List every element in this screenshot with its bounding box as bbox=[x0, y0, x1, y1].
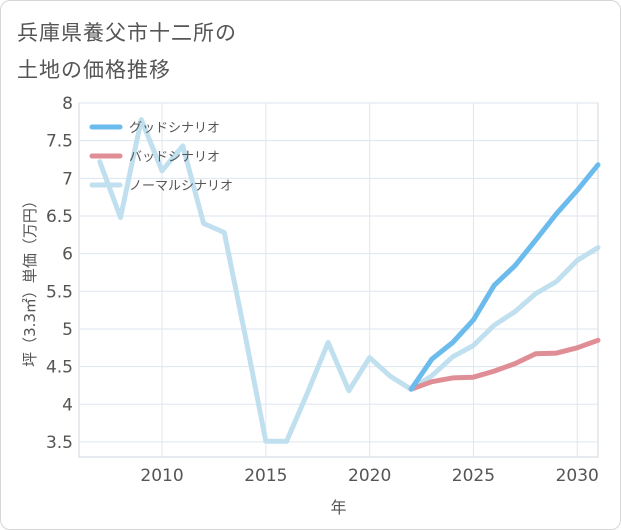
y-tick-label: 4.5 bbox=[46, 358, 73, 378]
y-tick-label: 5.5 bbox=[46, 282, 73, 302]
y-tick-label: 4 bbox=[62, 395, 73, 415]
x-tick-label: 2020 bbox=[348, 466, 391, 486]
plot-area bbox=[78, 102, 599, 458]
y-tick-label: 7.5 bbox=[46, 132, 73, 152]
legend-label-0: グッドシナリオ bbox=[129, 121, 220, 136]
series-line-1 bbox=[408, 337, 601, 392]
x-tick-label: 2015 bbox=[244, 466, 287, 486]
chart-title-line-1: 兵庫県養父市十二所の bbox=[17, 21, 237, 45]
y-axis-label: 坪（3.3㎡）単価（万円） bbox=[21, 193, 39, 367]
x-tick-label: 2030 bbox=[556, 466, 599, 486]
y-tick-label: 3.5 bbox=[46, 433, 73, 453]
series-line-0 bbox=[408, 162, 601, 392]
chart-title-line-2: 土地の価格推移 bbox=[17, 58, 171, 82]
legend-label-2: ノーマルシナリオ bbox=[129, 179, 233, 194]
y-tick-label: 6 bbox=[62, 245, 73, 265]
series-line-2 bbox=[97, 117, 601, 444]
y-tick-label: 6.5 bbox=[46, 207, 73, 227]
legend-label-1: バッドシナリオ bbox=[129, 150, 220, 165]
x-axis-label: 年 bbox=[330, 498, 346, 517]
x-tick-label: 2025 bbox=[452, 466, 495, 486]
y-tick-label: 5 bbox=[62, 320, 73, 340]
y-tick-label: 8 bbox=[62, 94, 73, 114]
x-tick-label: 2010 bbox=[140, 466, 183, 486]
y-tick-label: 7 bbox=[62, 169, 73, 189]
